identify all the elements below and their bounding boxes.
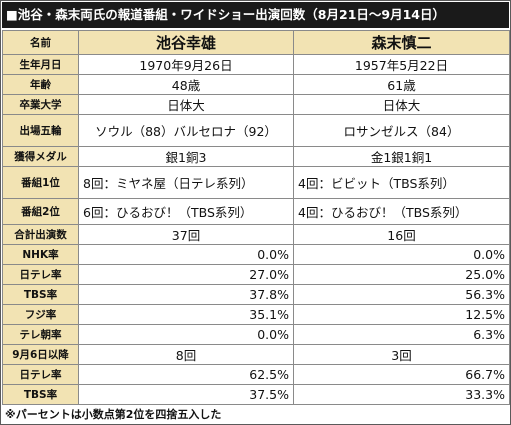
morisue-value: 16回 bbox=[293, 224, 510, 245]
table-row: 番組1位 8回：ミヤネ屋（日テレ系列） 4回：ビビット（TBS系列） bbox=[2, 166, 510, 199]
morisue-value: 6.3% bbox=[293, 324, 510, 345]
morisue-value: 33.3% bbox=[293, 384, 510, 405]
footnote: ※パーセントは小数点第2位を四捨五入した bbox=[5, 408, 222, 421]
morisue-value: 66.7% bbox=[293, 364, 510, 385]
ikeya-value: 37.8% bbox=[78, 284, 294, 305]
ikeya-value: 銀1銅3 bbox=[78, 146, 294, 167]
ikeya-value: 6回：ひるおび！（TBS系列） bbox=[78, 198, 294, 225]
row-label: NHK率 bbox=[2, 244, 79, 265]
header-row: 名前 池谷幸雄 森末慎二 bbox=[2, 30, 510, 55]
ikeya-value: 日体大 bbox=[78, 94, 294, 115]
ikeya-value: 35.1% bbox=[78, 304, 294, 325]
row-label: 獲得メダル bbox=[2, 146, 79, 167]
morisue-value: 12.5% bbox=[293, 304, 510, 325]
table-row: フジ率 35.1% 12.5% bbox=[2, 304, 510, 325]
ikeya-value: 0.0% bbox=[78, 324, 294, 345]
row-label: 年齢 bbox=[2, 74, 79, 95]
row-label: TBS率 bbox=[2, 284, 79, 305]
row-label: 番組1位 bbox=[2, 166, 79, 199]
table-title: ■池谷・森末両氏の報道番組・ワイドショー出演回数（8月21日～9月14日） bbox=[2, 2, 509, 28]
ikeya-value: 48歳 bbox=[78, 74, 294, 95]
table-row: 日テレ率 27.0% 25.0% bbox=[2, 264, 510, 285]
morisue-value: 61歳 bbox=[293, 74, 510, 95]
table-row: 出場五輪 ソウル（88）バルセロナ（92） ロサンゼルス（84） bbox=[2, 114, 510, 147]
ikeya-value: 62.5% bbox=[78, 364, 294, 385]
row-label: 9月6日以降 bbox=[2, 344, 79, 365]
row-label: 名前 bbox=[2, 30, 79, 55]
row-label: テレ朝率 bbox=[2, 324, 79, 345]
morisue-value: 56.3% bbox=[293, 284, 510, 305]
morisue-value: 0.0% bbox=[293, 244, 510, 265]
row-label: 生年月日 bbox=[2, 54, 79, 75]
row-label: フジ率 bbox=[2, 304, 79, 325]
morisue-value: 日体大 bbox=[293, 94, 510, 115]
ikeya-value: 37.5% bbox=[78, 384, 294, 405]
morisue-value: 4回：ひるおび！（TBS系列） bbox=[293, 198, 510, 225]
table-row: 日テレ率 62.5% 66.7% bbox=[2, 364, 510, 385]
ikeya-value: 1970年9月26日 bbox=[78, 54, 294, 75]
table-row: 9月6日以降 8回 3回 bbox=[2, 344, 510, 365]
comparison-table: 名前 池谷幸雄 森末慎二 生年月日 1970年9月26日 1957年5月22日 … bbox=[2, 30, 510, 405]
ikeya-value: 27.0% bbox=[78, 264, 294, 285]
row-label: 出場五輪 bbox=[2, 114, 79, 147]
table-row: 獲得メダル 銀1銅3 金1銀1銅1 bbox=[2, 146, 510, 167]
ikeya-value: 8回 bbox=[78, 344, 294, 365]
row-label: TBS率 bbox=[2, 384, 79, 405]
morisue-value: 3回 bbox=[293, 344, 510, 365]
table-row: 卒業大学 日体大 日体大 bbox=[2, 94, 510, 115]
row-label: 番組2位 bbox=[2, 198, 79, 225]
morisue-value: 25.0% bbox=[293, 264, 510, 285]
ikeya-value: 37回 bbox=[78, 224, 294, 245]
row-label: 日テレ率 bbox=[2, 264, 79, 285]
row-label: 合計出演数 bbox=[2, 224, 79, 245]
morisue-value: ロサンゼルス（84） bbox=[293, 114, 510, 147]
morisue-value: 4回：ビビット（TBS系列） bbox=[293, 166, 510, 199]
table-row: TBS率 37.5% 33.3% bbox=[2, 384, 510, 405]
column-header-ikeya: 池谷幸雄 bbox=[78, 30, 294, 55]
ikeya-value: 8回：ミヤネ屋（日テレ系列） bbox=[78, 166, 294, 199]
table-row: TBS率 37.8% 56.3% bbox=[2, 284, 510, 305]
table-row: 番組2位 6回：ひるおび！（TBS系列） 4回：ひるおび！（TBS系列） bbox=[2, 198, 510, 225]
row-label: 日テレ率 bbox=[2, 364, 79, 385]
table-row: NHK率 0.0% 0.0% bbox=[2, 244, 510, 265]
column-header-morisue: 森末慎二 bbox=[293, 30, 510, 55]
table-row: 生年月日 1970年9月26日 1957年5月22日 bbox=[2, 54, 510, 75]
ikeya-value: 0.0% bbox=[78, 244, 294, 265]
table-row: 合計出演数 37回 16回 bbox=[2, 224, 510, 245]
table-row: テレ朝率 0.0% 6.3% bbox=[2, 324, 510, 345]
morisue-value: 金1銀1銅1 bbox=[293, 146, 510, 167]
table-row: 年齢 48歳 61歳 bbox=[2, 74, 510, 95]
morisue-value: 1957年5月22日 bbox=[293, 54, 510, 75]
ikeya-value: ソウル（88）バルセロナ（92） bbox=[78, 114, 294, 147]
row-label: 卒業大学 bbox=[2, 94, 79, 115]
